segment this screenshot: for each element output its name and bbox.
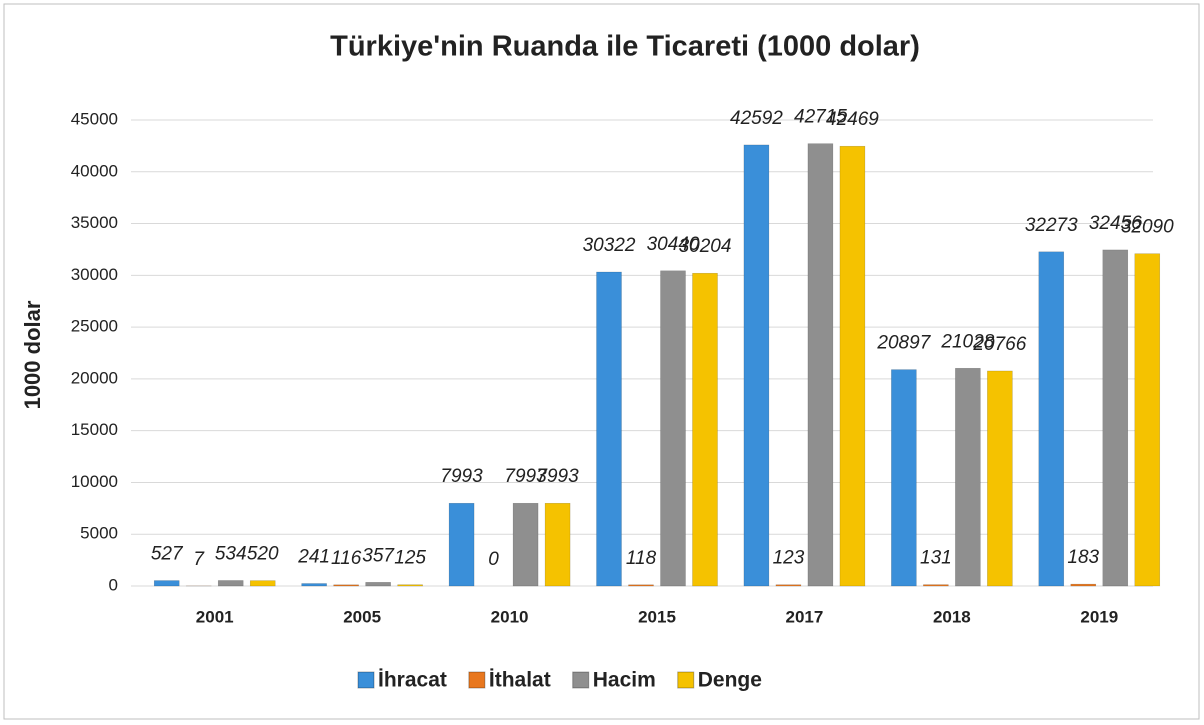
bar	[775, 584, 802, 587]
y-tick-label: 30000	[71, 265, 118, 284]
data-label: 7993	[504, 466, 547, 487]
bar	[1102, 249, 1129, 587]
bar	[544, 502, 571, 587]
legend-label: İthalat	[489, 669, 551, 692]
data-label: 527	[151, 544, 184, 565]
bar	[839, 145, 866, 587]
legend-marker	[357, 671, 375, 689]
legend-label: Hacim	[593, 669, 656, 692]
x-tick-label: 2017	[786, 607, 824, 626]
y-tick-label: 25000	[71, 317, 118, 336]
data-label: 534	[215, 543, 247, 564]
data-label: 183	[1067, 547, 1099, 568]
y-tick-label: 15000	[71, 420, 118, 439]
y-tick-label: 0	[109, 575, 118, 594]
data-label: 42592	[730, 108, 783, 129]
bar	[692, 272, 718, 587]
data-label: 30322	[583, 235, 636, 256]
data-label: 116	[331, 548, 362, 569]
legend-marker	[468, 671, 486, 689]
data-label: 7993	[440, 466, 483, 487]
data-label: 30440	[647, 234, 700, 255]
bar	[743, 144, 770, 587]
bar	[448, 502, 475, 587]
bar	[596, 271, 622, 587]
x-tick-label: 2005	[343, 607, 381, 626]
chart-title: Türkiye'nin Ruanda ile Ticareti (1000 do…	[330, 31, 920, 63]
data-label: 131	[920, 548, 952, 569]
x-tick-label: 2019	[1080, 607, 1118, 626]
bar	[660, 270, 686, 587]
bar	[955, 367, 981, 587]
data-label: 20766	[972, 334, 1026, 355]
bar	[397, 584, 423, 587]
data-label: 123	[773, 548, 805, 569]
bar	[217, 580, 244, 587]
y-tick-label: 10000	[71, 472, 118, 491]
data-label: 42469	[826, 109, 879, 130]
bar	[628, 584, 654, 587]
bar	[923, 584, 949, 587]
bar	[365, 582, 391, 587]
data-label: 21028	[940, 331, 994, 352]
data-label: 0	[488, 549, 499, 570]
bar	[153, 580, 180, 587]
legend-marker	[677, 671, 695, 689]
y-tick-label: 5000	[80, 524, 118, 543]
y-tick-label: 35000	[71, 213, 118, 232]
legend-marker	[572, 671, 590, 689]
bar	[512, 502, 539, 587]
bar	[1134, 253, 1161, 587]
data-label: 241	[297, 547, 330, 568]
data-label: 20897	[876, 333, 931, 354]
bar	[987, 370, 1013, 587]
x-tick-label: 2015	[638, 607, 676, 626]
bar	[333, 584, 359, 587]
data-label: 7993	[536, 466, 579, 487]
data-label: 30204	[679, 236, 732, 257]
legend-label: İhracat	[378, 669, 447, 692]
data-label: 32456	[1089, 213, 1142, 234]
bar	[1070, 583, 1097, 587]
data-label: 520	[247, 544, 279, 565]
y-tick-label: 20000	[71, 368, 118, 387]
data-label: 32273	[1025, 215, 1078, 236]
bar	[301, 583, 327, 587]
x-tick-label: 2010	[491, 607, 529, 626]
x-tick-label: 2018	[933, 607, 971, 626]
data-label: 357	[362, 545, 395, 566]
bar	[807, 143, 834, 587]
x-tick-label: 2001	[196, 607, 234, 626]
data-label: 7	[193, 549, 205, 570]
y-tick-label: 45000	[71, 109, 118, 128]
y-tick-label: 40000	[71, 161, 118, 180]
data-label: 118	[626, 548, 657, 569]
data-label: 125	[394, 548, 426, 569]
bar	[1038, 251, 1065, 587]
data-label: 32090	[1121, 217, 1174, 238]
bar	[891, 369, 917, 587]
data-label: 42715	[794, 107, 847, 128]
bar	[249, 580, 276, 587]
y-axis-label: 1000 dolar	[20, 300, 45, 409]
legend-label: Denge	[698, 669, 762, 692]
